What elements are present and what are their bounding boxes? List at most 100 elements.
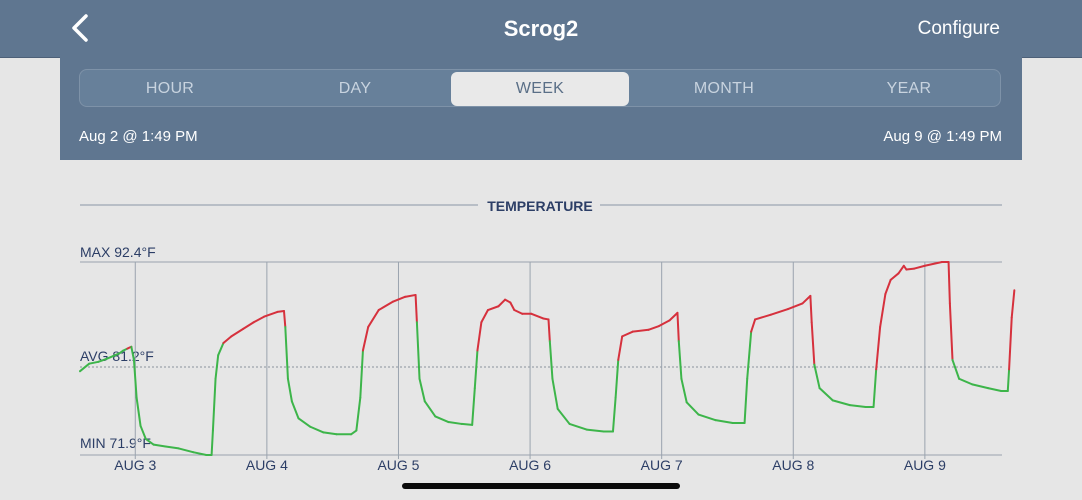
x-tick-label: AUG 9: [904, 457, 946, 473]
temperature-line-segment: [905, 267, 916, 271]
temperature-line-segment: [276, 309, 285, 313]
configure-button[interactable]: Configure: [917, 18, 1000, 39]
range-end-label: Aug 9 @ 1:49 PM: [883, 128, 1002, 145]
temperature-line-segment: [473, 349, 479, 390]
temperature-line-segment: [309, 425, 325, 434]
temperature-line-segment: [480, 309, 489, 324]
temperature-line-segment: [631, 328, 650, 333]
temperature-line-segment: [746, 330, 753, 380]
temperature-line-segment: [88, 360, 100, 365]
x-tick-label: AUG 3: [114, 457, 156, 473]
temperature-line-segment: [214, 354, 220, 380]
temperature-line-segment: [177, 447, 195, 454]
temperature-line-segment: [884, 278, 892, 296]
temperature-line-segment: [971, 383, 990, 390]
chart-title: TEMPERATURE: [487, 198, 593, 214]
temperature-line-segment: [697, 413, 717, 422]
temperature-line-segment: [297, 417, 312, 428]
temperature-line-segment: [611, 396, 617, 433]
temperature-line-segment: [509, 301, 516, 312]
page-title: Scrog2: [503, 16, 579, 41]
temperature-line-segment: [286, 377, 293, 403]
temperature-line-segment: [677, 340, 683, 380]
temperature-line-segment: [392, 295, 407, 303]
temperature-line-segment: [476, 321, 483, 352]
temperature-line-segment: [1008, 316, 1013, 371]
temperature-line-segment: [377, 300, 395, 312]
temperature-line-segment: [769, 308, 790, 316]
temperature-line-segment: [547, 318, 551, 343]
temperature-line-segment: [951, 358, 961, 380]
home-indicator: [402, 483, 680, 489]
x-tick-label: AUG 5: [377, 457, 419, 473]
temperature-line-segment: [923, 261, 943, 267]
temperature-line-segment: [252, 315, 266, 324]
temperature-line-segment: [1006, 368, 1011, 392]
temperature-line-segment: [647, 325, 661, 331]
temperature-line-segment: [367, 309, 380, 328]
temperature-line-segment: [818, 387, 834, 402]
temperature-line-segment: [359, 349, 364, 399]
temperature-line-segment: [322, 431, 338, 436]
chevron-left-icon: [72, 14, 88, 42]
tab-week[interactable]: WEEK: [451, 72, 629, 106]
temperature-line-segment: [556, 407, 571, 425]
temperature-line-segment: [743, 377, 749, 424]
time-range-selector: HOUR DAY WEEK MONTH YEAR: [79, 69, 1001, 107]
temperature-line-segment: [415, 321, 421, 380]
temperature-line-segment: [754, 313, 772, 321]
temperature-line-segment: [617, 335, 624, 361]
temperature-line-segment: [879, 293, 887, 328]
temperature-line-segment: [848, 404, 867, 408]
temperature-line-segment: [423, 400, 437, 418]
tab-year[interactable]: YEAR: [886, 80, 932, 97]
temperature-line-segment: [217, 341, 225, 357]
temperature-line-segment: [809, 294, 813, 324]
temperature-line-segment: [987, 387, 1003, 392]
temperature-line-segment: [668, 311, 679, 322]
temperature-line-segment: [222, 335, 233, 344]
temperature-line-segment: [263, 310, 279, 318]
temperature-line-segment: [568, 422, 588, 431]
temperature-line-segment: [685, 401, 700, 416]
x-tick-label: AUG 8: [772, 457, 814, 473]
temperature-line-segment: [680, 377, 688, 404]
temperature-line-segment: [135, 396, 142, 427]
temperature-line-segment: [130, 345, 135, 361]
temperature-line-segment: [210, 429, 214, 456]
tab-hour[interactable]: HOUR: [145, 80, 195, 97]
temperature-line-segment: [164, 445, 180, 450]
temperature-line-segment: [585, 428, 605, 433]
temperature-line-segment: [355, 396, 362, 432]
tab-month[interactable]: MONTH: [693, 80, 755, 97]
x-tick-label: AUG 6: [509, 457, 551, 473]
temperature-line-segment: [404, 293, 417, 298]
temperature-line-segment: [813, 363, 821, 390]
temperature-line-segment: [290, 400, 300, 420]
temperature-line-segment: [530, 312, 545, 320]
temperature-line-segment: [810, 321, 816, 366]
temperature-line-segment: [513, 309, 524, 315]
temperature-line-segment: [282, 309, 287, 328]
x-tick-label: AUG 4: [246, 457, 288, 473]
temperature-line-segment: [242, 321, 255, 330]
temperature-line-segment: [144, 437, 155, 446]
back-button[interactable]: [66, 12, 96, 46]
temperature-line-segment: [414, 293, 418, 324]
temperature-line-segment: [434, 415, 450, 424]
temperature-line-segment: [958, 377, 974, 386]
avg-label: AVG 81.2°F: [80, 348, 154, 364]
temperature-line-segment: [105, 355, 114, 360]
temperature-line-segment: [831, 399, 851, 407]
temperature-line-segment: [230, 327, 245, 338]
temperature-line-segment: [676, 311, 680, 343]
tab-day[interactable]: DAY: [338, 80, 372, 97]
temperature-line-segment: [801, 294, 812, 305]
temperature-line-segment: [889, 272, 900, 281]
temperature-line-segment: [913, 264, 926, 270]
temperature-line-segment: [211, 377, 217, 432]
temperature-line-segment: [97, 357, 108, 363]
range-start-label: Aug 2 @ 1:49 PM: [79, 128, 198, 145]
temperature-line-segment: [787, 302, 804, 311]
